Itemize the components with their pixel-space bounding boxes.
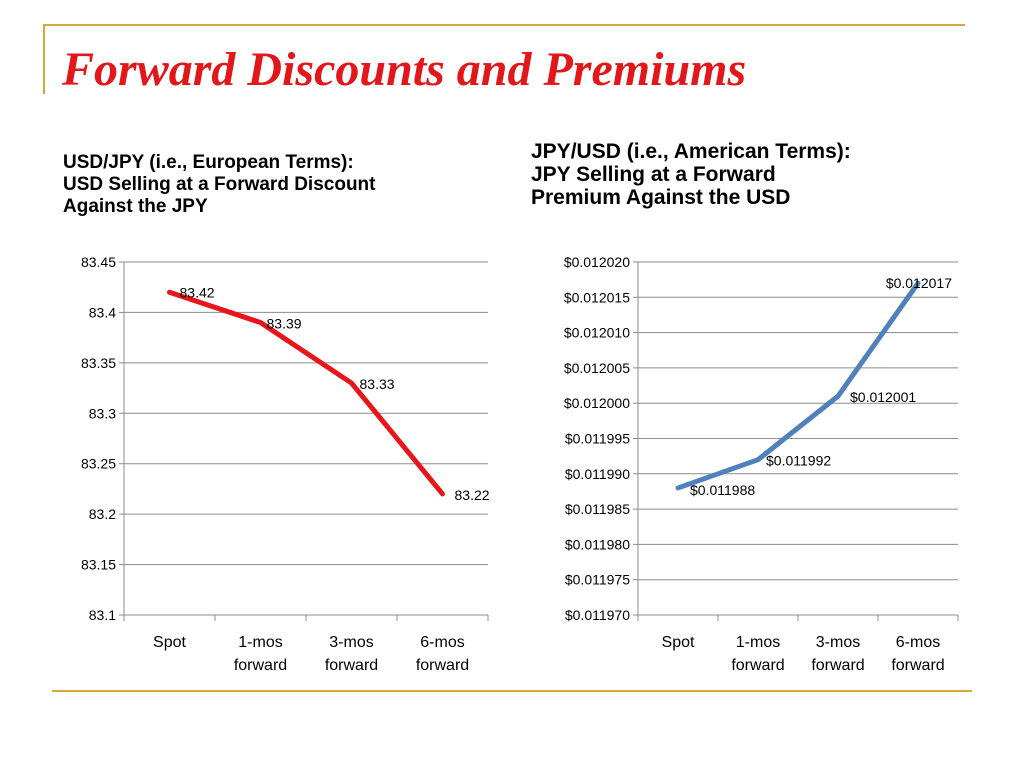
y-tick-label: $0.012010 (564, 325, 630, 341)
data-label: 83.33 (360, 376, 395, 392)
x-category-label: forward (891, 657, 944, 674)
series-line (675, 280, 921, 491)
x-category-label: 6-mos (896, 634, 940, 651)
right-heading-line: JPY/USD (i.e., American Terms): (531, 140, 851, 163)
y-tick-label: $0.012005 (564, 360, 630, 376)
y-tick-label: $0.011975 (565, 572, 630, 588)
x-category-label: 3-mos (816, 634, 860, 651)
frame-bottom-rule (52, 690, 972, 692)
y-tick-label: 83.25 (81, 456, 116, 472)
x-category-label: 6-mos (420, 634, 464, 651)
data-label: 83.39 (267, 316, 302, 332)
data-label: $0.012001 (850, 389, 916, 405)
x-category-label: Spot (662, 634, 695, 651)
y-tick-label: 83.4 (89, 304, 116, 320)
series-line (167, 289, 445, 497)
right-heading-line: Premium Against the USD (531, 186, 791, 210)
right-heading-line: JPY Selling at a Forward (531, 163, 776, 187)
x-category-label: forward (325, 657, 378, 674)
x-category-label: 1-mos (238, 634, 282, 651)
slide-title: Forward Discounts and Premiums (62, 43, 747, 96)
y-tick-label: 83.3 (89, 405, 116, 421)
left-heading-line: USD/JPY (i.e., European Terms): (63, 152, 354, 173)
y-tick-label: 83.1 (89, 607, 116, 623)
left-heading-line: Against the JPY (63, 195, 208, 217)
data-label: 83.42 (180, 284, 215, 300)
y-tick-label: 83.15 (81, 557, 116, 573)
y-tick-label: $0.012015 (564, 289, 630, 305)
y-tick-label: $0.011990 (565, 466, 630, 482)
y-tick-label: $0.011970 (565, 607, 630, 623)
y-tick-label: $0.011985 (565, 501, 630, 517)
left-chart-heading: USD/JPY (i.e., European Terms): USD Sell… (63, 152, 483, 218)
x-category-label: Spot (153, 634, 186, 651)
y-tick-label: $0.012020 (564, 254, 630, 270)
x-category-label: 3-mos (329, 634, 373, 651)
data-label: $0.011988 (690, 482, 755, 498)
data-label: $0.012017 (886, 275, 952, 291)
right-chart-heading: JPY/USD (i.e., American Terms): JPY Sell… (531, 140, 991, 209)
y-tick-label: $0.011995 (565, 431, 630, 447)
frame-top-rule (43, 24, 965, 26)
data-label: 83.22 (455, 487, 490, 503)
y-tick-label: 83.35 (81, 355, 116, 371)
x-category-label: 1-mos (736, 634, 780, 651)
y-tick-label: 83.2 (89, 506, 116, 522)
x-category-label: forward (234, 657, 287, 674)
frame-left-rule (43, 24, 45, 94)
left-heading-line: USD Selling at a Forward Discount (63, 173, 376, 195)
y-tick-label: 83.45 (81, 254, 116, 270)
x-category-label: forward (416, 657, 469, 674)
y-tick-label: $0.012000 (564, 395, 630, 411)
y-tick-label: $0.011980 (565, 536, 630, 552)
x-category-label: forward (731, 657, 784, 674)
x-category-label: forward (811, 657, 864, 674)
data-label: $0.011992 (766, 453, 831, 469)
